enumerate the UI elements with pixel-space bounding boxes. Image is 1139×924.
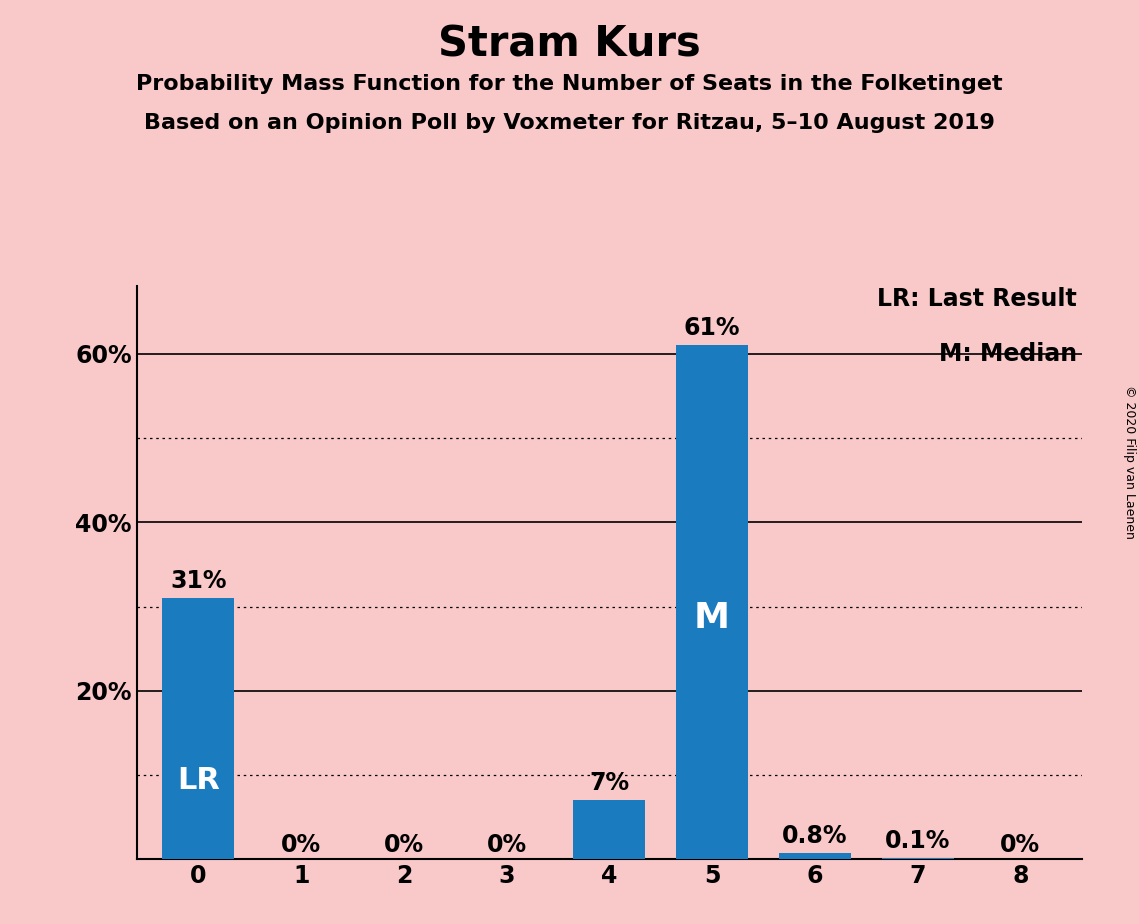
Text: LR: LR	[177, 767, 220, 796]
Text: 7%: 7%	[589, 772, 630, 796]
Text: 0.1%: 0.1%	[885, 830, 950, 854]
Text: 61%: 61%	[683, 316, 740, 340]
Text: 31%: 31%	[170, 569, 227, 593]
Bar	[163, 598, 235, 859]
Text: 0%: 0%	[281, 833, 321, 857]
Text: 0%: 0%	[384, 833, 424, 857]
Text: 0.8%: 0.8%	[782, 823, 847, 847]
Bar	[677, 346, 748, 859]
Text: 0%: 0%	[486, 833, 526, 857]
Bar	[573, 800, 646, 859]
Text: M: M	[694, 601, 730, 635]
Text: LR: Last Result: LR: Last Result	[877, 287, 1076, 311]
Text: M: Median: M: Median	[939, 342, 1076, 366]
Text: © 2020 Filip van Laenen: © 2020 Filip van Laenen	[1123, 385, 1136, 539]
Text: Probability Mass Function for the Number of Seats in the Folketinget: Probability Mass Function for the Number…	[137, 74, 1002, 94]
Text: Based on an Opinion Poll by Voxmeter for Ritzau, 5–10 August 2019: Based on an Opinion Poll by Voxmeter for…	[144, 113, 995, 133]
Bar	[779, 853, 851, 859]
Text: Stram Kurs: Stram Kurs	[439, 23, 700, 65]
Text: 0%: 0%	[1000, 833, 1040, 857]
